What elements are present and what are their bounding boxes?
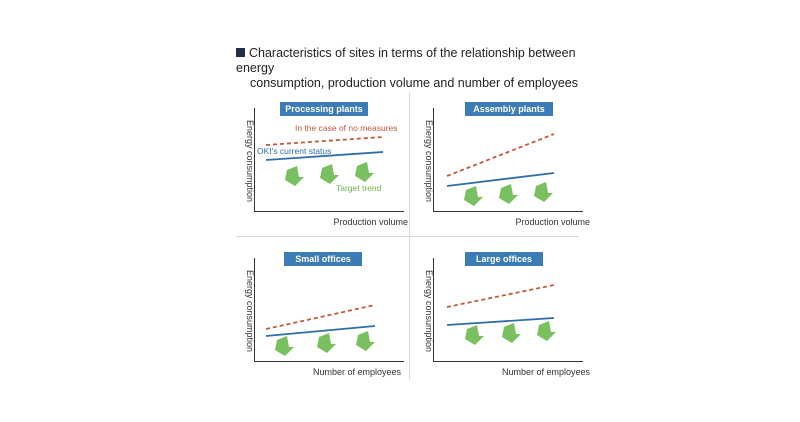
no-measures-line [265, 304, 376, 330]
figure-title: Characteristics of sites in terms of the… [236, 46, 596, 91]
target-arrow-icon [355, 162, 374, 182]
current-status-line [265, 151, 384, 161]
no-measures-line [265, 136, 384, 146]
horizontal-divider [236, 236, 579, 237]
annotation-target-trend: Target trend [336, 183, 382, 193]
target-arrow-icon [275, 336, 294, 356]
x-axis-label: Number of employees [501, 367, 590, 377]
annotation-no-measures: In the case of no measures [295, 123, 398, 133]
no-measures-line [446, 284, 555, 308]
panel-title: Processing plants [280, 102, 368, 116]
target-arrow-icon [320, 164, 339, 184]
target-arrow-icon [499, 184, 518, 204]
y-axis [254, 108, 255, 211]
target-arrow-icon [285, 166, 304, 186]
current-status-line [446, 172, 555, 187]
target-arrow-icon [356, 331, 375, 351]
current-status-line [446, 317, 555, 326]
x-axis-label: Number of employees [312, 367, 401, 377]
x-axis [433, 211, 583, 212]
panel-title: Assembly plants [465, 102, 553, 116]
x-axis-label: Production volume [515, 217, 590, 227]
x-axis-label: Production volume [333, 217, 408, 227]
panel-large-offices: Large offices Energy consumption Number … [417, 246, 592, 388]
y-axis [433, 108, 434, 211]
title-bullet-square [236, 48, 245, 57]
target-arrow-icon [464, 186, 483, 206]
no-measures-line [446, 133, 555, 177]
target-arrow-icon [534, 182, 553, 202]
y-axis [433, 258, 434, 361]
panel-assembly-plants: Assembly plants Energy consumption Produ… [417, 96, 592, 238]
panel-small-offices: Small offices Energy consumption Number … [238, 246, 413, 388]
target-arrow-icon [537, 321, 556, 341]
target-arrow-icon [465, 325, 484, 345]
panel-graphic [265, 136, 384, 186]
panel-graphic [265, 304, 376, 356]
panel-processing-plants: Processing plants Energy consumption Pro… [238, 96, 413, 238]
panel-graphic [446, 133, 555, 206]
target-arrow-icon [502, 323, 521, 343]
x-axis [254, 211, 404, 212]
panel-title: Large offices [465, 252, 543, 266]
panel-graphic [446, 284, 556, 345]
current-status-line [265, 325, 376, 337]
y-axis [254, 258, 255, 361]
title-line-2: consumption, production volume and numbe… [250, 76, 578, 90]
target-arrow-icon [317, 333, 336, 353]
title-line-1: Characteristics of sites in terms of the… [236, 46, 576, 75]
annotation-current-status: OKI's current status [257, 146, 332, 156]
x-axis [433, 361, 583, 362]
panel-title: Small offices [284, 252, 362, 266]
x-axis [254, 361, 404, 362]
